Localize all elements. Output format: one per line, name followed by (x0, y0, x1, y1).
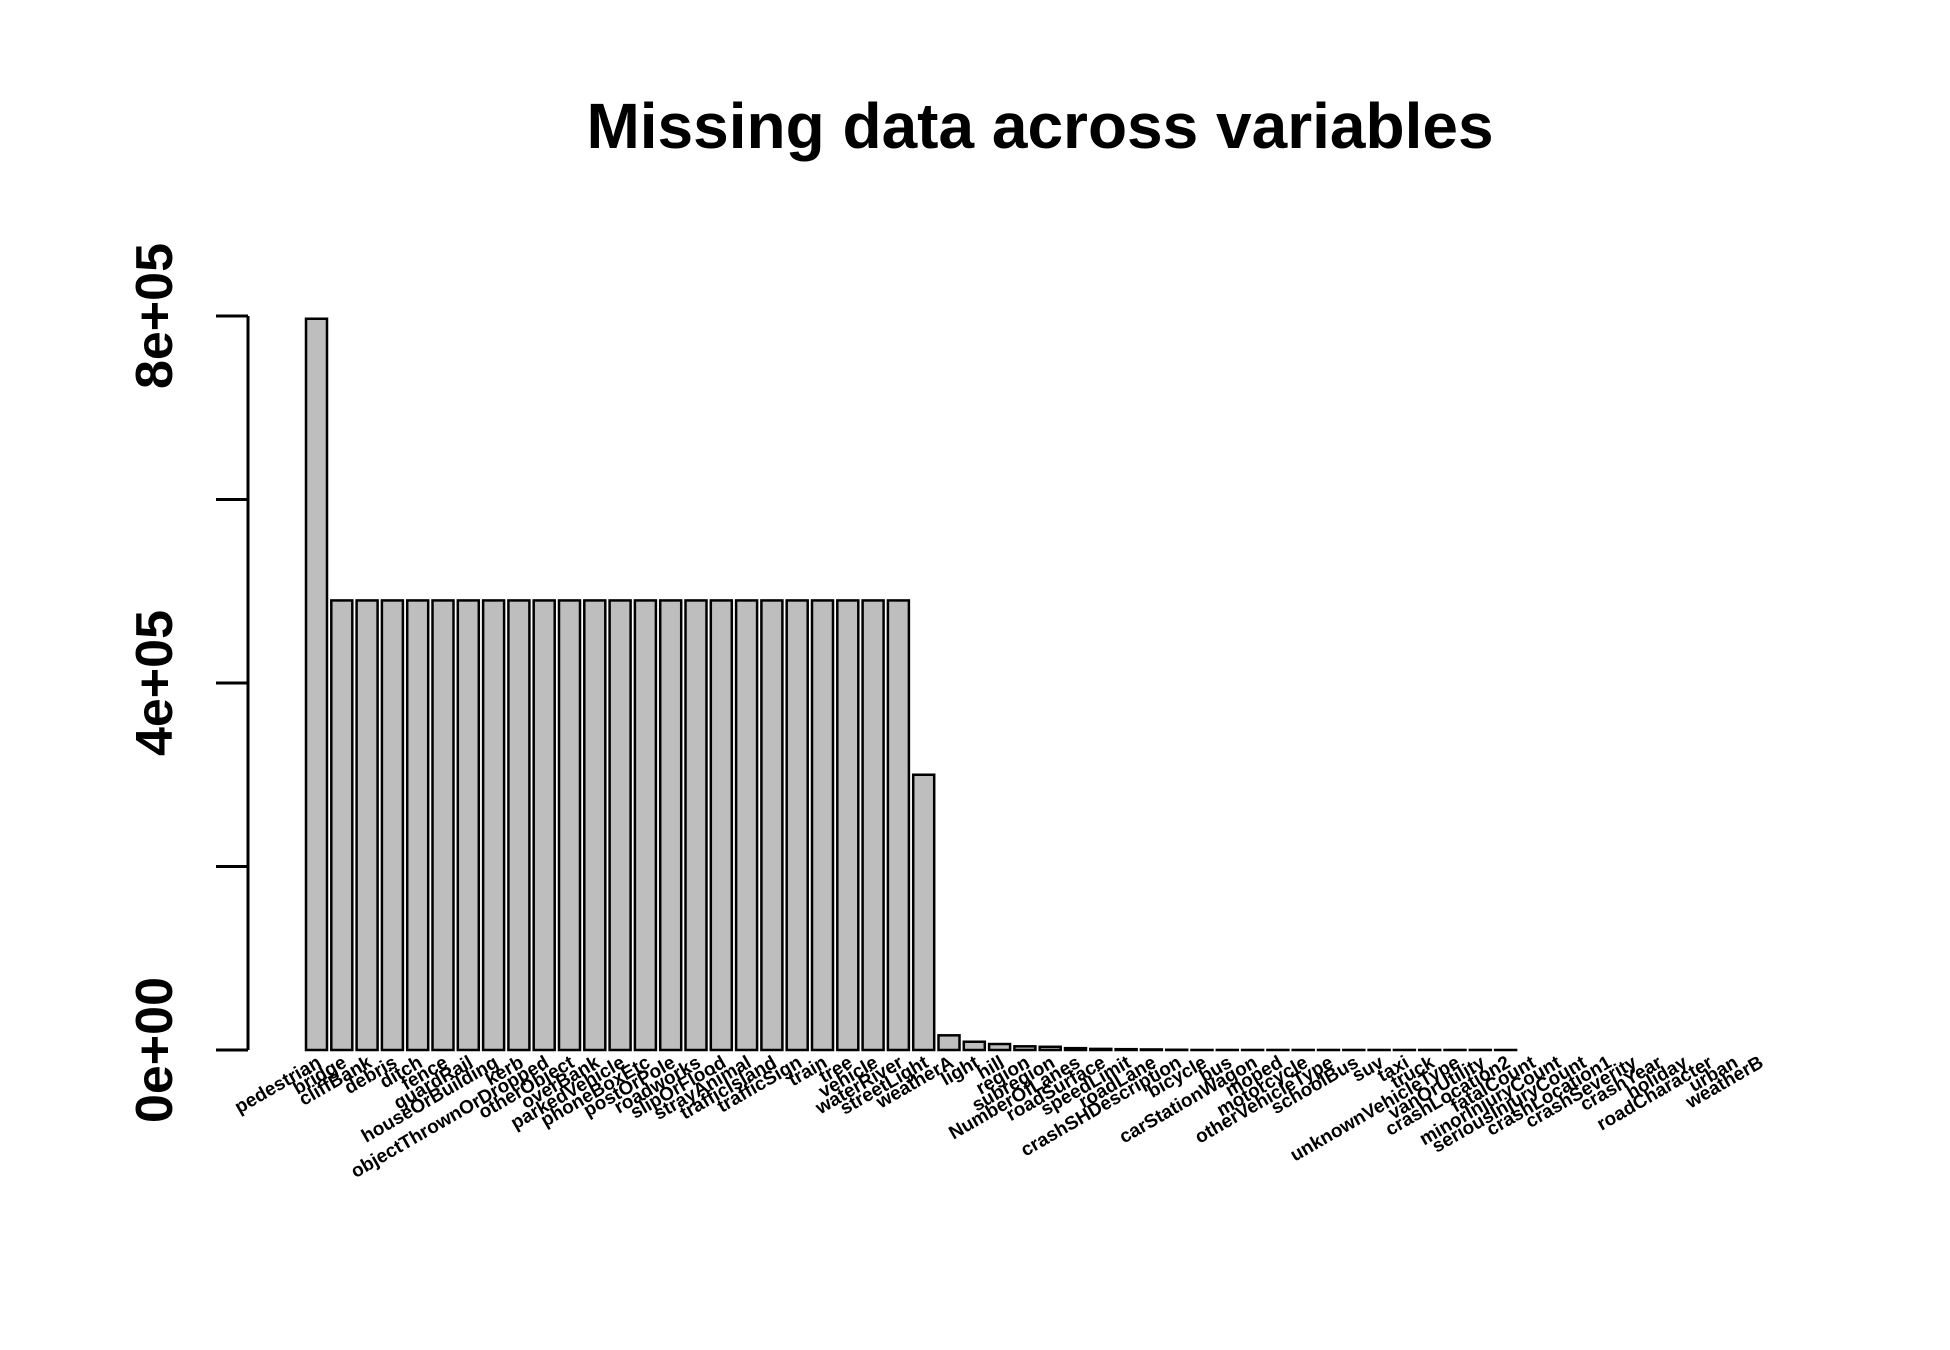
bar-kerb (507, 599, 531, 1052)
bar-tree (836, 599, 860, 1052)
bar-pedestrian (304, 317, 329, 1052)
bar-cliffBank (355, 599, 379, 1052)
bar-houseOrBuilding (481, 599, 506, 1052)
bar-trafficIsland (760, 599, 784, 1052)
bars (304, 317, 1518, 1052)
bar-speedLimit (1114, 1047, 1138, 1052)
bar-debris (380, 599, 405, 1052)
bar-region (1013, 1045, 1037, 1052)
bar-train (810, 599, 835, 1052)
y-tick-label: 4e+05 (126, 610, 184, 756)
bar-slipOrFlood (709, 599, 734, 1052)
bar-objectThrownOrDropped (532, 599, 556, 1052)
bar-roadLane (1139, 1048, 1164, 1052)
bar-trafficSign (785, 599, 809, 1052)
bar-vehicle (861, 599, 885, 1052)
bar-light (962, 1040, 987, 1052)
bar-strayAnimal (734, 599, 759, 1052)
x-tick-labels: pedestrianbridgecliffBankdebrisditchfenc… (231, 1052, 1767, 1183)
bar-fence (431, 599, 455, 1052)
bar-bridge (330, 599, 354, 1052)
bar-otherObject (557, 599, 582, 1052)
bar-NumberOfLanes (1063, 1046, 1088, 1052)
bar-ditch (405, 599, 430, 1052)
bar-phoneBoxEtc (633, 599, 658, 1052)
y-axis: 0e+00 4e+05 8e+05 (126, 243, 250, 1123)
bar-weatherA (937, 1034, 961, 1052)
bar-hill (987, 1042, 1012, 1052)
bar-roadSurface (1089, 1047, 1113, 1052)
y-tick-label: 0e+00 (126, 977, 184, 1123)
bar-roadworks (684, 599, 708, 1052)
bar-subregion (1038, 1045, 1062, 1052)
bar-waterRiver (886, 599, 911, 1052)
bar-streetLight (911, 773, 936, 1052)
bar-overBank (583, 599, 607, 1052)
y-tick-label: 8e+05 (126, 243, 184, 389)
chart-title: Missing data across variables (586, 90, 1493, 162)
bar-guardRail (456, 599, 481, 1052)
bar-parkedVehicle (608, 599, 632, 1052)
bar-postOrPole (658, 599, 683, 1052)
